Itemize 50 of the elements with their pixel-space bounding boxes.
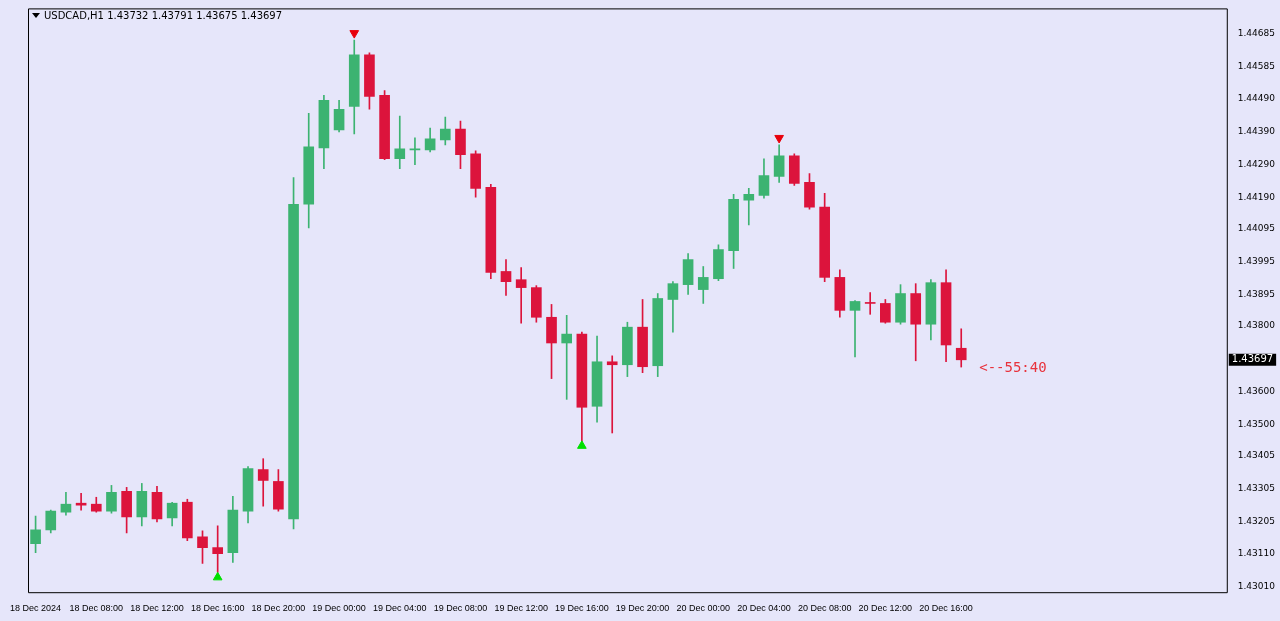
candlestick [257,458,269,507]
y-tick-label: 1.44585 [1237,61,1275,72]
x-tick-label: 20 Dec 08:00 [797,603,852,614]
x-tick-label: 18 Dec 20:00 [251,603,306,614]
candlestick [394,115,406,169]
y-tick-label: 1.44095 [1237,222,1275,233]
point [577,440,587,449]
y-tick-label: 1.43500 [1237,419,1276,430]
y-tick-label: 1.43600 [1237,386,1276,397]
y-tick-label: 1.43405 [1237,450,1275,461]
x-tick-label: 18 Dec 2024 [10,603,62,614]
x-tick-label: 18 Dec 08:00 [69,603,124,614]
x-tick-label: 19 Dec 00:00 [312,603,366,614]
y-tick-label: 1.43110 [1237,547,1276,558]
text: 1.43697 [1231,353,1274,365]
candlestick [75,492,87,511]
annotation: <--55:40 [979,359,1047,376]
y-tick-label: 1.43010 [1237,580,1276,591]
point [212,571,223,581]
x-tick-label: 19 Dec 16:00 [555,603,609,614]
x-tick-label: 19 Dec 12:00 [494,603,548,614]
candlestick [606,355,618,434]
y-tick-label: 1.43305 [1237,483,1275,494]
x-tick-label: 20 Dec 12:00 [858,603,913,614]
y-tick-label: 1.43205 [1237,516,1275,527]
point [774,134,784,144]
y-tick-label: 1.44190 [1237,191,1276,202]
candlestick [849,300,861,358]
x-tick-label: 20 Dec 16:00 [919,603,973,614]
y-tick-label: 1.44490 [1237,92,1276,103]
y-tick-label: 1.44685 [1237,28,1275,39]
x-tick-label: 19 Dec 04:00 [373,603,427,614]
candlestick [743,188,755,226]
candlestick [864,292,876,315]
x-tick-label: 18 Dec 16:00 [190,603,245,614]
point [349,30,360,39]
x-tick-label: 20 Dec 00:00 [676,603,731,614]
x-tick-label: 19 Dec 20:00 [615,603,670,614]
candlestick [515,267,527,324]
y-tick-label: 1.44390 [1237,125,1276,136]
x-tick-label: 19 Dec 08:00 [433,603,488,614]
x-tick-label: 20 Dec 04:00 [737,603,791,614]
candlestick [409,137,421,165]
y-tick-label: 1.43995 [1237,255,1275,266]
x-tick-label: 18 Dec 12:00 [130,603,184,614]
y-tick-label: 1.43800 [1237,320,1276,331]
chart-title: USDCAD,H1 1.43732 1.43791 1.43675 1.43697 [44,10,283,21]
candlestick [561,314,573,400]
y-tick-label: 1.43895 [1237,288,1275,299]
y-tick-label: 1.44290 [1237,158,1276,169]
